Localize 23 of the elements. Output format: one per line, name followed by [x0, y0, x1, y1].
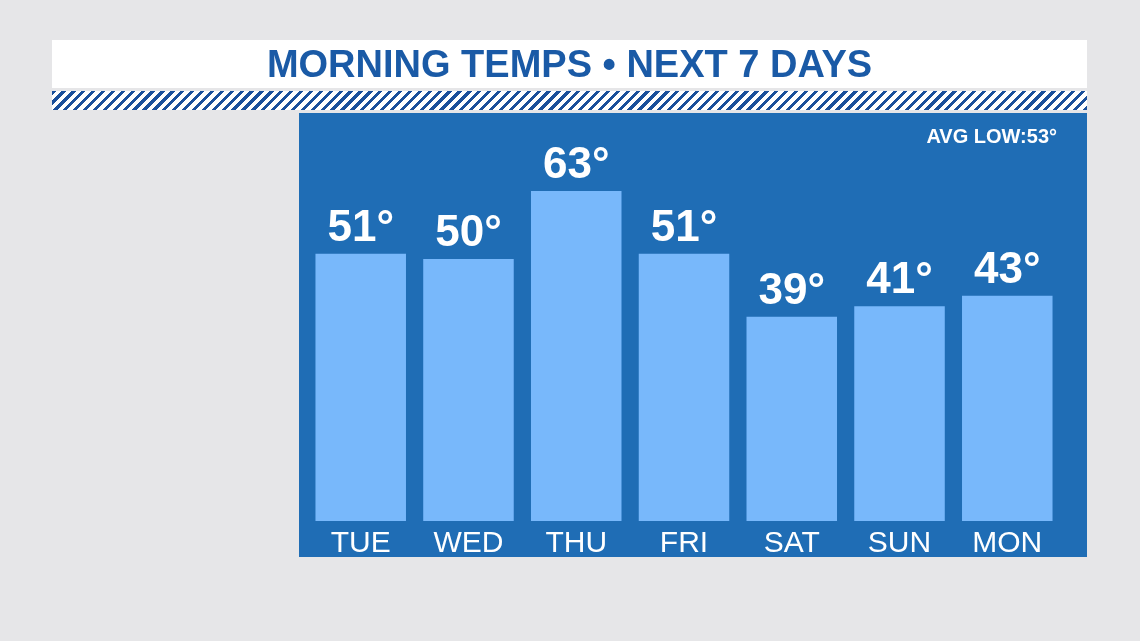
x-tick-label: MON	[972, 524, 1043, 558]
data-label: 50°	[435, 206, 502, 256]
bar	[638, 253, 730, 521]
x-tick-label: SUN	[867, 524, 932, 558]
data-label: 41°	[866, 253, 933, 303]
bar	[962, 295, 1053, 521]
bar	[746, 316, 838, 521]
chart-title: MORNING TEMPS • NEXT 7 DAYS	[52, 40, 1087, 88]
x-tick-label: THU	[545, 524, 608, 558]
x-tick-label: WED	[433, 524, 504, 558]
data-label: 51°	[327, 200, 394, 250]
bar	[530, 191, 622, 521]
text: AVG LOW:53°	[926, 125, 1057, 148]
bar	[423, 259, 514, 521]
bar	[315, 253, 406, 521]
x-tick-label: FRI	[659, 524, 709, 558]
bar	[854, 306, 945, 521]
x-tick-label: SAT	[763, 524, 820, 558]
data-label: 51°	[650, 200, 718, 250]
data-label: 39°	[758, 263, 826, 313]
data-label: 43°	[974, 242, 1041, 292]
data-label: 63°	[542, 138, 610, 187]
x-tick-label: TUE	[330, 524, 391, 558]
